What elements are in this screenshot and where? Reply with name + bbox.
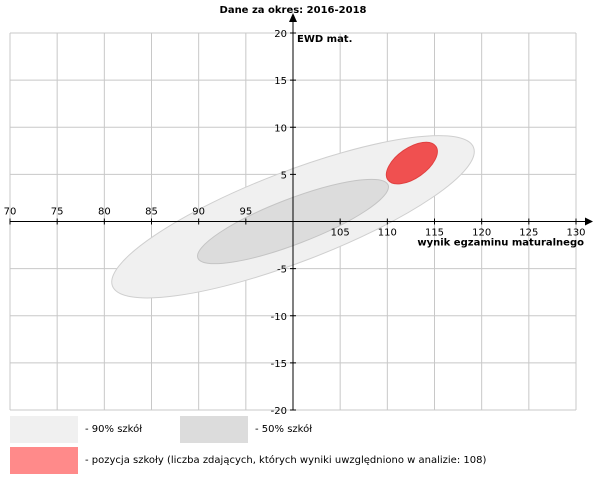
- y-tick-label: 5: [281, 170, 287, 181]
- legend-swatch-50: [180, 416, 248, 443]
- x-tick-label: 80: [98, 207, 111, 218]
- x-tick-label: 130: [566, 228, 585, 239]
- x-tick-label: 125: [519, 228, 538, 239]
- y-tick-label: -5: [277, 265, 287, 276]
- x-tick-label: 105: [331, 228, 350, 239]
- legend-label-90: - 90% szkół: [85, 424, 143, 435]
- y-tick-label: 15: [274, 76, 287, 87]
- ellipse-school-position: [385, 141, 438, 185]
- y-axis-label: EWD mat.: [297, 34, 352, 45]
- x-tick-label: 90: [192, 207, 205, 218]
- legend-label-school: - pozycja szkoły (liczba zdających, któr…: [85, 455, 487, 466]
- x-tick-label: 115: [425, 228, 444, 239]
- x-tick-label: 75: [51, 207, 64, 218]
- x-tick-label: 85: [145, 207, 158, 218]
- x-tick-label: 120: [472, 228, 491, 239]
- chart-title: Dane za okres: 2016-2018: [220, 5, 367, 16]
- x-axis-arrow: [585, 217, 593, 226]
- x-tick-label: 70: [4, 207, 17, 218]
- x-tick-label: 110: [378, 228, 397, 239]
- y-tick-label: -15: [271, 359, 287, 370]
- legend-label-50: - 50% szkół: [255, 424, 313, 435]
- y-tick-label: 10: [274, 123, 287, 134]
- x-tick-label: 95: [239, 207, 252, 218]
- y-tick-label: -20: [271, 406, 287, 417]
- y-tick-label: -10: [271, 312, 287, 323]
- legend-swatch-school: [10, 447, 78, 474]
- x-axis-label: wynik egzaminu maturalnego: [417, 238, 584, 249]
- legend-swatch-90: [10, 416, 78, 443]
- y-tick-label: 20: [274, 29, 287, 40]
- y-axis-arrow: [289, 13, 297, 22]
